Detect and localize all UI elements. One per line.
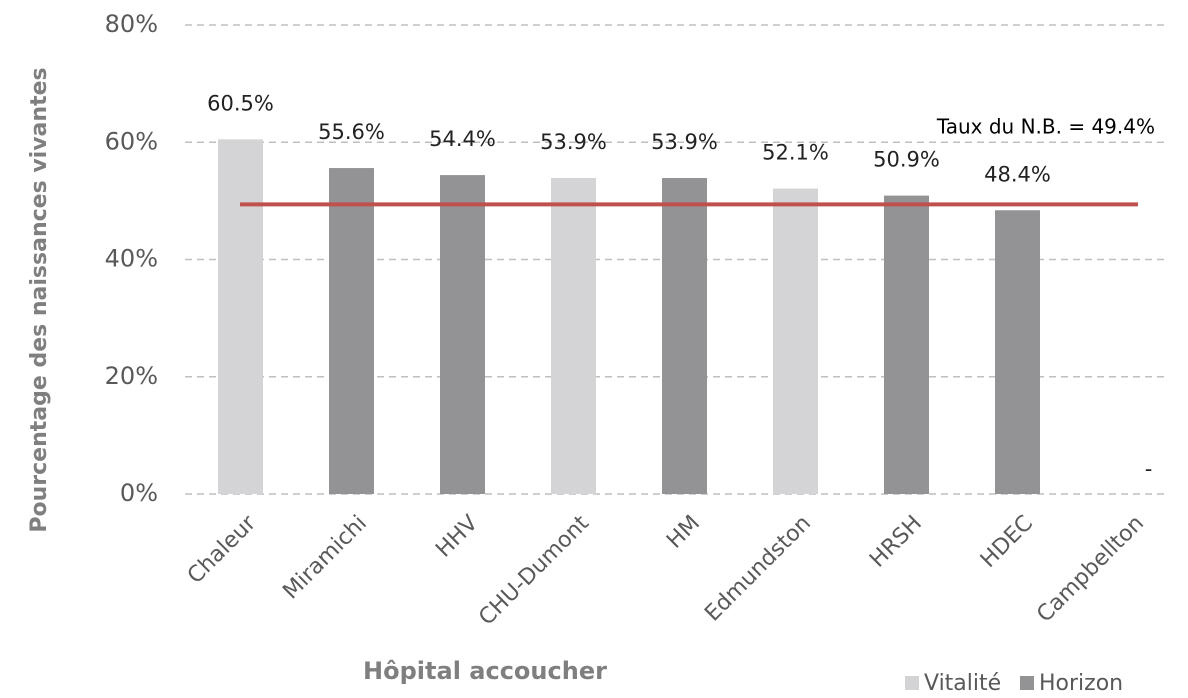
bar (440, 175, 485, 494)
data-label: 54.4% (429, 127, 496, 151)
bar (329, 168, 374, 495)
y-tick-label: 20% (105, 362, 158, 390)
legend-label: Horizon (1039, 671, 1123, 696)
data-label: 48.4% (984, 162, 1051, 186)
y-tick-label: 60% (105, 127, 158, 155)
data-label: - (1145, 457, 1153, 481)
x-tick-label: Campbellton (1032, 511, 1149, 628)
x-tick-label: HM (662, 511, 705, 554)
data-label: 53.9% (651, 130, 718, 154)
bar (995, 210, 1040, 494)
data-label: 60.5% (207, 91, 274, 115)
y-tick-label: 80% (105, 10, 158, 38)
bar (662, 178, 707, 495)
x-tick-label: Miramichi (278, 511, 372, 605)
bar (773, 188, 818, 494)
data-label: 52.1% (762, 141, 829, 165)
legend-swatch (1020, 676, 1034, 690)
y-axis-title: Pourcentage des naissances vivantes (27, 67, 52, 532)
data-label: 53.9% (540, 130, 607, 154)
x-tick-label: Chaleur (183, 510, 262, 589)
y-tick-label: 0% (120, 479, 158, 507)
bar (218, 139, 263, 494)
bar (551, 178, 596, 495)
legend-label: Vitalité (924, 671, 1001, 696)
x-tick-label: CHU-Dumont (474, 511, 594, 631)
reference-label: Taux du N.B. = 49.4% (936, 115, 1155, 139)
x-tick-label: HDEC (976, 511, 1038, 573)
x-tick-label: HRSH (865, 511, 927, 573)
x-axis-title: Hôpital accoucher (363, 657, 607, 685)
bar (884, 195, 929, 494)
y-tick-label: 40% (105, 245, 158, 273)
x-tick-label: Edmundston (700, 511, 816, 627)
data-label: 50.9% (873, 148, 940, 172)
x-tick-label: HHV (431, 511, 483, 563)
data-label: 55.6% (318, 120, 385, 144)
legend-swatch (905, 676, 919, 690)
